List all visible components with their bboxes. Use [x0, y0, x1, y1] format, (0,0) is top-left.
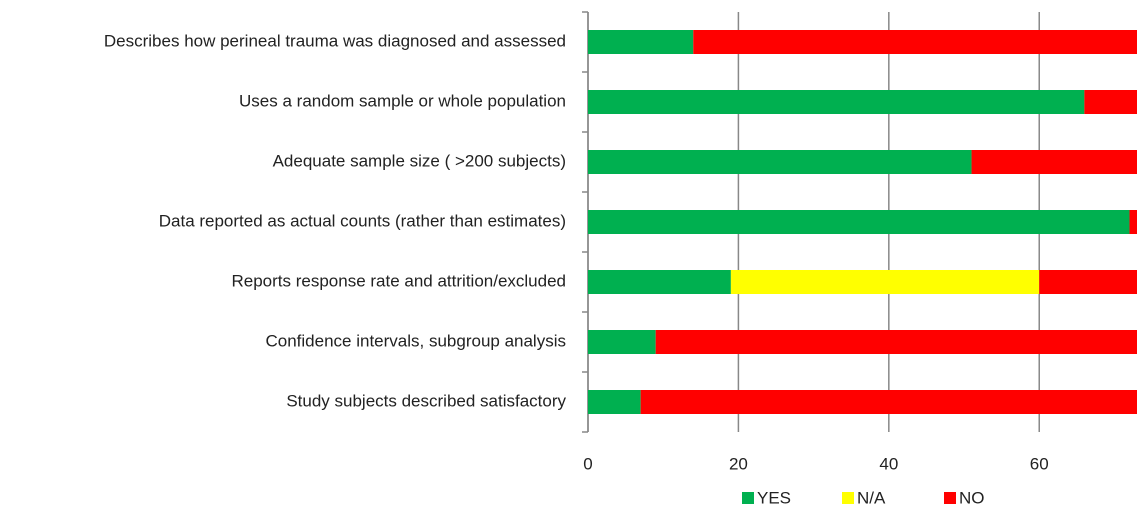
bar-segment — [588, 270, 731, 294]
legend-label: NO — [959, 488, 985, 507]
x-tick-label: 60 — [1030, 454, 1049, 473]
y-tick-label: Study subjects described satisfactory — [286, 391, 566, 410]
bar-segment — [588, 30, 694, 54]
y-tick-label: Reports response rate and attrition/excl… — [231, 271, 566, 290]
x-tick-label: 40 — [879, 454, 898, 473]
bar-segment — [1039, 270, 1137, 294]
y-tick-label: Adequate sample size ( >200 subjects) — [273, 151, 566, 170]
legend-label: YES — [757, 488, 791, 507]
x-tick-label: 20 — [729, 454, 748, 473]
bar-segment — [730, 270, 1040, 294]
y-tick-label: Describes how perineal trauma was diagno… — [104, 31, 566, 50]
bar-segment — [588, 330, 656, 354]
bar-segment — [1129, 210, 1137, 234]
bar-segment — [588, 90, 1085, 114]
bar-segment — [588, 390, 641, 414]
bar-segment — [1084, 90, 1137, 114]
bar-segment — [588, 150, 972, 174]
y-tick-label: Uses a random sample or whole population — [239, 91, 566, 110]
legend-label: N/A — [857, 488, 886, 507]
bar-segment — [640, 390, 1137, 414]
legend-swatch — [842, 492, 854, 504]
legend-swatch — [742, 492, 754, 504]
bar-segment — [655, 330, 1137, 354]
bar-segment — [971, 150, 1137, 174]
y-tick-label: Confidence intervals, subgroup analysis — [265, 331, 566, 350]
bar-segment — [588, 210, 1130, 234]
y-tick-label: Data reported as actual counts (rather t… — [159, 211, 566, 230]
bar-segment — [693, 30, 1137, 54]
legend-swatch — [944, 492, 956, 504]
x-tick-label: 0 — [583, 454, 592, 473]
